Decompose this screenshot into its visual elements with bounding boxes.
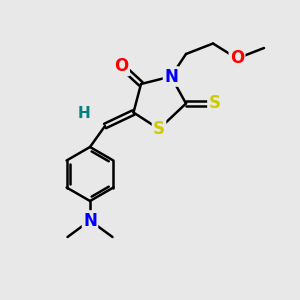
Text: S: S: [153, 120, 165, 138]
Text: N: N: [164, 68, 178, 85]
Text: N: N: [83, 212, 97, 230]
Text: O: O: [230, 50, 244, 68]
Text: O: O: [114, 57, 129, 75]
Text: S: S: [208, 94, 220, 112]
Text: H: H: [78, 106, 90, 122]
